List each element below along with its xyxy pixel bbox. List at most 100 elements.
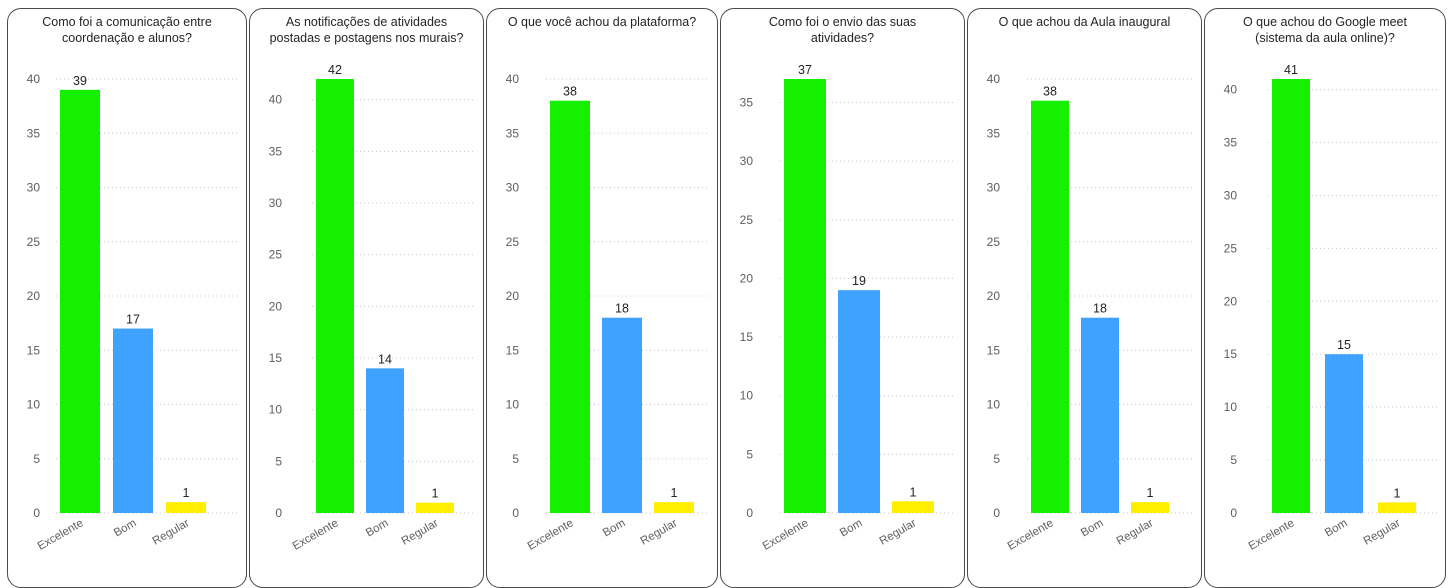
x-category-label: Regular bbox=[878, 517, 919, 548]
data-label: 37 bbox=[798, 63, 812, 77]
bar-regular bbox=[1131, 502, 1169, 513]
y-tick-label: 15 bbox=[506, 343, 520, 357]
chart-title-line-2: atividades? bbox=[810, 31, 875, 45]
y-tick-label: 0 bbox=[275, 506, 282, 520]
x-category-label: Regular bbox=[400, 517, 441, 548]
bar-bom bbox=[113, 328, 153, 513]
y-tick-label: 30 bbox=[740, 154, 754, 168]
y-tick-label: 40 bbox=[27, 72, 41, 86]
y-tick-label: 0 bbox=[746, 506, 753, 520]
chart-panel-envio-atividades: Como foi o envio das suas atividades? 0 5… bbox=[720, 8, 965, 588]
y-tick-label: 30 bbox=[506, 181, 520, 195]
data-label: 15 bbox=[1337, 338, 1351, 352]
bar-chart-envio-atividades: 0 5 10 15 20 25 30 35 37 Excelente 19 Bom 1 Regular bbox=[740, 63, 956, 553]
bar-excelente bbox=[784, 79, 826, 513]
bar-bom bbox=[1081, 317, 1119, 513]
chart-title: O que achou da Aula inaugural bbox=[968, 14, 1201, 30]
chart-title-line-1: As notificações de atividades bbox=[285, 15, 448, 29]
y-tick-label: 5 bbox=[275, 454, 282, 468]
data-label: 19 bbox=[852, 274, 866, 288]
y-tick-label: 35 bbox=[27, 126, 41, 140]
data-label: 1 bbox=[183, 486, 190, 500]
y-tick-label: 40 bbox=[269, 93, 283, 107]
bar-regular bbox=[1378, 502, 1416, 513]
x-category-label: Excelente bbox=[1006, 517, 1056, 553]
y-tick-label: 20 bbox=[506, 289, 520, 303]
x-category-label: Bom bbox=[1079, 517, 1105, 539]
y-tick-label: 0 bbox=[993, 506, 1000, 520]
x-category-label: Bom bbox=[838, 517, 864, 539]
bar-excelente bbox=[316, 79, 354, 513]
bar-chart-google-meet: 0 5 10 15 20 25 30 35 40 41 Excelente 15 Bom 1 Regular bbox=[1224, 63, 1437, 553]
data-label: 41 bbox=[1284, 63, 1298, 77]
y-tick-label: 0 bbox=[512, 506, 519, 520]
y-tick-label: 25 bbox=[506, 235, 520, 249]
chart-title: Como foi a comunicação entre coordenação… bbox=[8, 14, 246, 46]
chart-panel-comunicacao: Como foi a comunicação entre coordenação… bbox=[7, 8, 247, 588]
y-tick-label: 15 bbox=[987, 343, 1001, 357]
chart-title-line-1: O que achou da Aula inaugural bbox=[998, 15, 1171, 29]
bar-excelente bbox=[550, 100, 590, 513]
y-tick-label: 5 bbox=[512, 452, 519, 466]
chart-panel-plataforma: O que você achou da plataforma? 0 5 10 15 20… bbox=[486, 8, 718, 588]
y-tick-label: 10 bbox=[27, 398, 41, 412]
x-category-label: Excelente bbox=[36, 517, 86, 553]
y-tick-label: 15 bbox=[27, 343, 41, 357]
chart-title-line-2: coordenação e alunos? bbox=[62, 31, 192, 45]
data-label: 18 bbox=[1093, 302, 1107, 316]
bar-regular bbox=[654, 502, 694, 513]
x-category-label: Regular bbox=[1362, 517, 1403, 548]
y-tick-label: 10 bbox=[269, 403, 283, 417]
y-tick-label: 5 bbox=[1230, 453, 1237, 467]
data-label: 1 bbox=[432, 487, 439, 501]
bar-chart-comunicacao: 0 5 10 15 20 25 30 35 40 39 Excelente 17 Bom 1 Regular bbox=[27, 72, 238, 553]
chart-panel-aula-inaugural: O que achou da Aula inaugural 0 5 10 15 20 25… bbox=[967, 8, 1202, 588]
y-tick-label: 30 bbox=[1224, 188, 1238, 202]
y-tick-label: 25 bbox=[27, 235, 41, 249]
y-tick-label: 15 bbox=[740, 330, 754, 344]
y-tick-label: 0 bbox=[33, 506, 40, 520]
x-category-label: Bom bbox=[601, 517, 627, 539]
data-label: 1 bbox=[671, 486, 678, 500]
chart-title-line-1: Como foi o envio das suas bbox=[768, 15, 917, 29]
y-tick-label: 15 bbox=[269, 351, 283, 365]
y-tick-label: 10 bbox=[1224, 400, 1238, 414]
y-tick-label: 25 bbox=[1224, 241, 1238, 255]
y-tick-label: 40 bbox=[1224, 83, 1238, 97]
y-tick-label: 30 bbox=[27, 181, 41, 195]
y-tick-label: 25 bbox=[987, 235, 1001, 249]
chart-title-line-1: O que você achou da plataforma? bbox=[507, 15, 697, 29]
y-tick-label: 0 bbox=[1230, 506, 1237, 520]
x-category-label: Excelente bbox=[761, 517, 811, 553]
x-category-label: Excelente bbox=[291, 517, 341, 553]
y-tick-label: 5 bbox=[33, 452, 40, 466]
y-tick-label: 40 bbox=[506, 72, 520, 86]
x-category-label: Bom bbox=[1323, 517, 1349, 539]
y-tick-label: 30 bbox=[987, 181, 1001, 195]
y-tick-label: 20 bbox=[269, 299, 283, 313]
y-tick-label: 20 bbox=[740, 271, 754, 285]
bar-bom bbox=[1325, 354, 1363, 513]
y-tick-label: 20 bbox=[27, 289, 41, 303]
data-label: 1 bbox=[1394, 486, 1401, 500]
y-tick-label: 40 bbox=[987, 72, 1001, 86]
chart-title: Como foi o envio das suas atividades? bbox=[721, 14, 964, 46]
chart-title: O que achou do Google meet (sistema da a… bbox=[1205, 14, 1445, 46]
bar-excelente bbox=[1272, 79, 1310, 513]
y-tick-label: 20 bbox=[1224, 294, 1238, 308]
y-tick-label: 15 bbox=[1224, 347, 1238, 361]
x-category-label: Regular bbox=[639, 517, 680, 548]
y-tick-label: 35 bbox=[506, 126, 520, 140]
data-label: 18 bbox=[615, 302, 629, 316]
chart-title-line-2: (sistema da aula online)? bbox=[1255, 31, 1395, 45]
chart-title-line-1: Como foi a comunicação entre bbox=[42, 15, 212, 29]
x-category-label: Excelente bbox=[1247, 517, 1297, 553]
bar-bom bbox=[602, 317, 642, 513]
y-tick-label: 35 bbox=[269, 144, 283, 158]
bar-bom bbox=[366, 368, 404, 513]
bar-excelente bbox=[1031, 100, 1069, 513]
bar-regular bbox=[166, 502, 206, 513]
data-label: 1 bbox=[1147, 486, 1154, 500]
bar-chart-aula-inaugural: 0 5 10 15 20 25 30 35 40 38 Excelente 18 Bom 1 Regular bbox=[987, 72, 1193, 553]
data-label: 42 bbox=[328, 63, 342, 77]
